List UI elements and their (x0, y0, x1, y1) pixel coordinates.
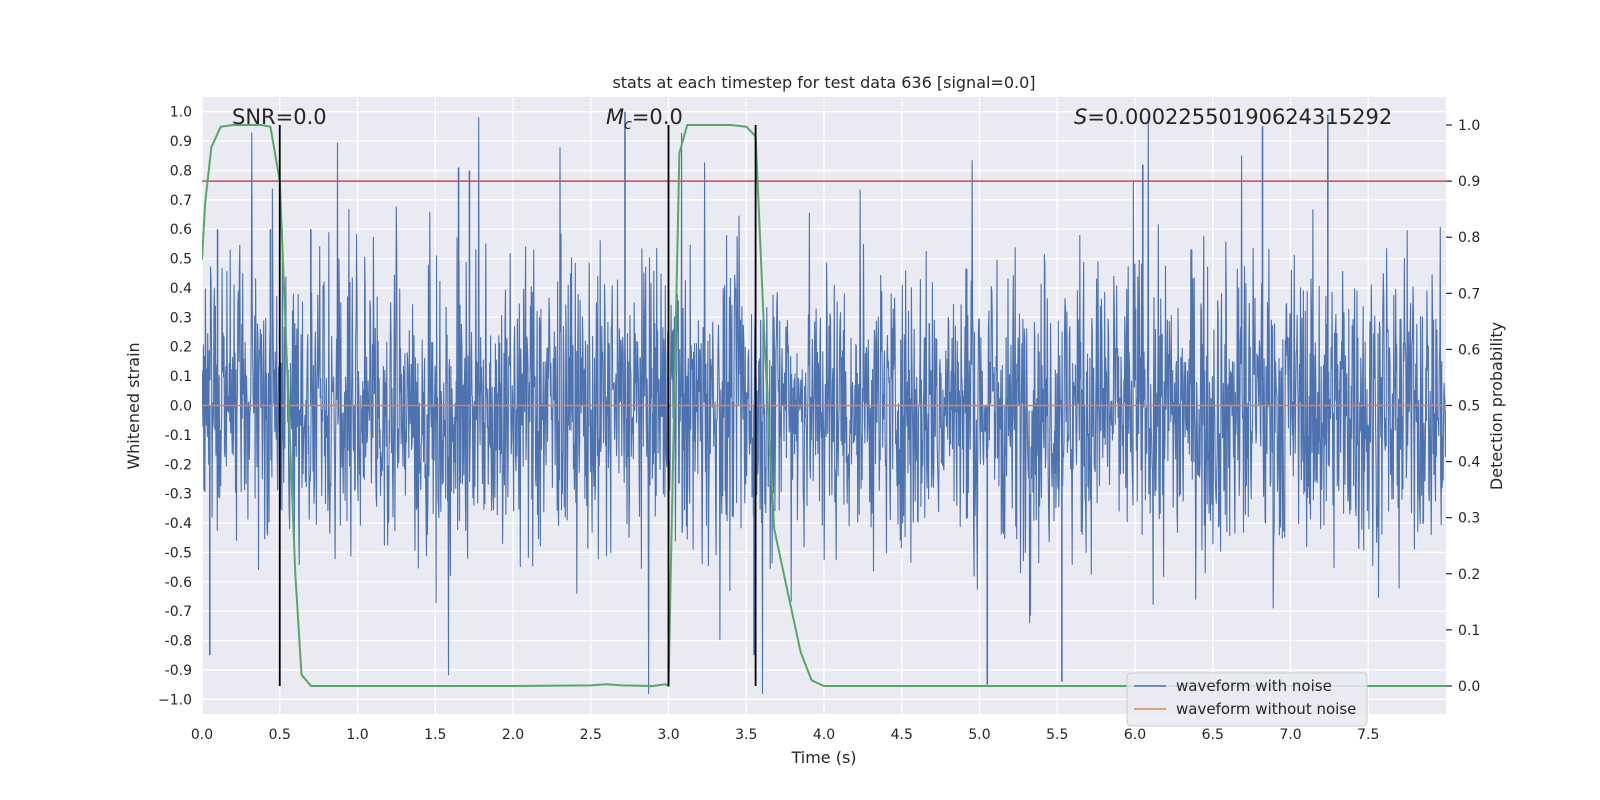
y-axis-ticks: 1.0 0.9 0.8 0.7 0.6 0.5 0.4 0.3 0.2 0.1 0.0 -0.1 -0.… (158, 105, 192, 709)
y2-tick-label: 0.3 (1458, 511, 1480, 527)
x-tick-label: 6.0 (1124, 727, 1146, 743)
detection-probability-line (202, 124, 1446, 687)
y-tick-label: -0.4 (165, 516, 192, 532)
y2-tick-label: 0.1 (1458, 623, 1480, 639)
snr-annotation: SNR=0.0 (232, 105, 327, 129)
y2-tick-label: 1.0 (1458, 118, 1480, 134)
y-tick-label: 0.7 (170, 193, 192, 209)
y2-tick-label: 0.5 (1458, 399, 1480, 415)
x-tick-label: 4.0 (813, 727, 835, 743)
x-tick-label: 1.0 (346, 727, 368, 743)
detection-probability-series (202, 124, 1446, 687)
chirp-mass-value: =0.0 (632, 105, 683, 129)
x-tick-label: 0.0 (191, 727, 213, 743)
x-tick-label: 4.5 (891, 727, 913, 743)
y-tick-label: 0.4 (170, 281, 192, 297)
y2-tick-label: 0.2 (1458, 567, 1480, 583)
x-tick-label: 7.5 (1357, 727, 1379, 743)
y-tick-label: 0.3 (170, 310, 192, 326)
x-tick-label: 2.0 (502, 727, 524, 743)
y-tick-label: 0.1 (170, 369, 192, 385)
x-axis-label: Time (s) (790, 748, 856, 767)
y2-axis-label: Detection probability (1487, 322, 1506, 490)
y-tick-label: -0.8 (165, 634, 192, 650)
x-axis-ticks: 0.0 0.5 1.0 1.5 2.0 2.5 3.0 3.5 4.0 4.5 5.0 5.5 6.0 6… (191, 727, 1380, 743)
y-tick-label: -0.9 (165, 663, 192, 679)
statistic-value: =0.00022550190624315292 (1087, 105, 1392, 129)
y-tick-label: 0.6 (170, 222, 192, 238)
chirp-mass-symbol: M (606, 105, 624, 129)
y-axis-label: Whitened strain (124, 342, 143, 469)
x-tick-label: 0.5 (269, 727, 291, 743)
x-tick-label: 1.5 (424, 727, 446, 743)
y-tick-label: -0.1 (165, 428, 192, 444)
y-tick-label: -0.5 (165, 545, 192, 561)
y-tick-label: 0.0 (170, 399, 192, 415)
vertical-markers (278, 125, 757, 686)
y2-tick-label: 0.7 (1458, 286, 1480, 302)
y2-axis-ticks: 1.0 0.9 0.8 0.7 0.6 0.5 0.4 0.3 0.2 0.1 0.0 (1446, 118, 1480, 695)
legend: waveform with noise waveform without noi… (1126, 672, 1368, 727)
legend-box (1126, 672, 1368, 727)
y-tick-label: −1.0 (158, 692, 192, 708)
chart-title: stats at each timestep for test data 636… (612, 73, 1035, 92)
y-tick-label: -0.3 (165, 487, 192, 503)
x-tick-label: 6.5 (1202, 727, 1224, 743)
x-tick-label: 7.0 (1279, 727, 1301, 743)
y-tick-label: 0.2 (170, 340, 192, 356)
y2-tick-label: 0.4 (1458, 455, 1480, 471)
x-tick-label: 5.5 (1046, 727, 1068, 743)
x-tick-label: 3.5 (735, 727, 757, 743)
x-tick-label: 3.0 (657, 727, 679, 743)
y2-tick-label: 0.8 (1458, 230, 1480, 246)
legend-clean-label: waveform without noise (1176, 700, 1356, 718)
y-tick-label: 0.5 (170, 252, 192, 268)
legend-noisy-label: waveform with noise (1176, 677, 1332, 695)
y-tick-label: 0.9 (170, 134, 192, 150)
noisy-waveform-series (202, 111, 1446, 694)
y2-tick-label: 0.6 (1458, 342, 1480, 358)
y-tick-label: -0.6 (165, 575, 192, 591)
x-tick-label: 5.0 (968, 727, 990, 743)
statistic-symbol: S (1074, 105, 1087, 129)
y2-tick-label: 0.9 (1458, 174, 1480, 190)
chirp-mass-subscript: c (624, 117, 632, 133)
y-tick-label: -0.7 (165, 604, 192, 620)
y-tick-label: 0.8 (170, 163, 192, 179)
y-tick-label: 1.0 (170, 105, 192, 121)
y2-tick-label: 0.0 (1458, 679, 1480, 695)
x-tick-label: 2.5 (580, 727, 602, 743)
chirp-mass-annotation: Mc=0.0 (606, 105, 683, 133)
y-tick-label: -0.2 (165, 457, 192, 473)
noisy-waveform-line (202, 117, 1446, 694)
statistic-annotation: S=0.00022550190624315292 (1074, 105, 1392, 129)
